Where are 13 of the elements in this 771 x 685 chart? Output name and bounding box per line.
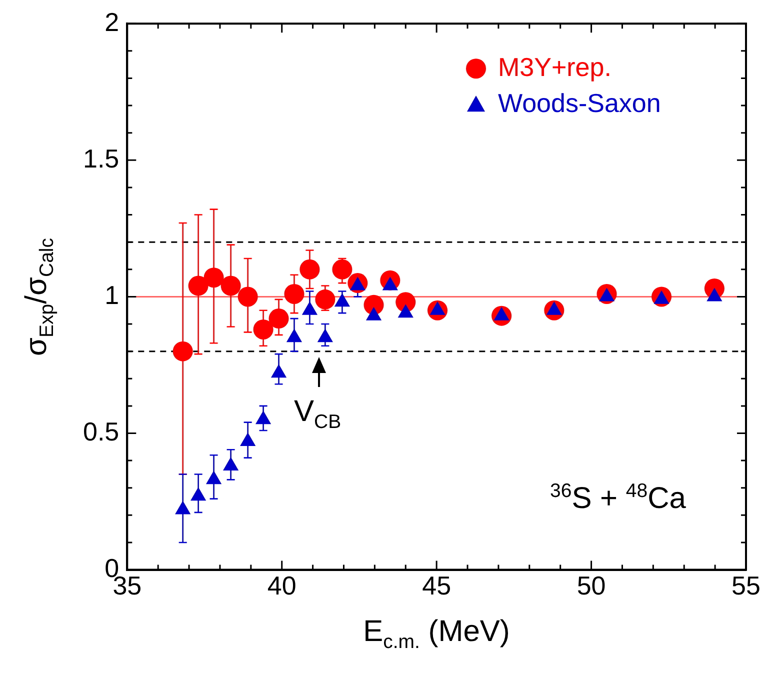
x-tick-label: 40	[267, 570, 296, 601]
legend-label: Woods-Saxon	[498, 88, 661, 118]
legend-label: M3Y+rep.	[498, 52, 612, 82]
y-tick-label: 0.5	[82, 416, 120, 446]
x-tick-label: 50	[576, 570, 606, 601]
annotation: $^{36}$S + $^{48}$Ca	[550, 480, 686, 516]
x-tick-label: 55	[732, 570, 760, 601]
x-tick-label: 45	[422, 570, 452, 601]
x-axis-title: E$_{c.m.}$ (MeV)	[363, 614, 510, 654]
annotation: V$_{CB}$	[294, 394, 342, 434]
y-tick-label: 2	[104, 6, 120, 37]
y-tick-label: 1	[104, 280, 120, 310]
y-tick-label: 1.5	[82, 143, 120, 174]
